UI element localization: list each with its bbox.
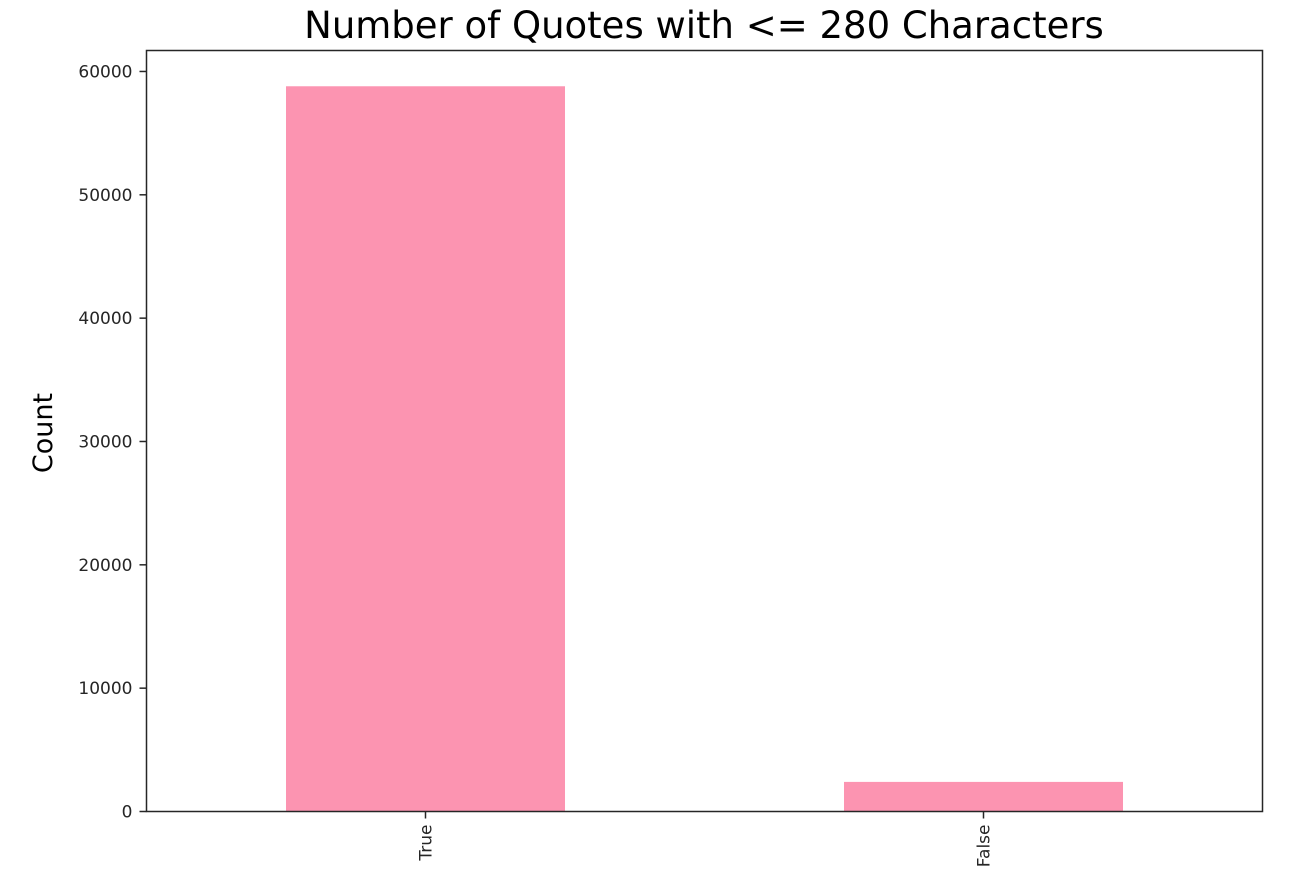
bar-true bbox=[286, 86, 565, 812]
x-axis-ticks: True False bbox=[417, 811, 995, 868]
bars-layer bbox=[286, 86, 1123, 812]
y-tick-label: 50000 bbox=[78, 186, 132, 206]
y-tick-label: 30000 bbox=[78, 432, 132, 452]
bar-false bbox=[844, 781, 1123, 812]
y-tick-label: 20000 bbox=[78, 556, 132, 576]
y-axis-ticks: 0 10000 20000 30000 40000 50000 60000 bbox=[78, 62, 147, 823]
y-tick-label: 60000 bbox=[78, 62, 132, 82]
y-tick-label: 40000 bbox=[78, 309, 132, 329]
y-tick-label: 10000 bbox=[78, 679, 132, 699]
x-tick-label: False bbox=[975, 825, 995, 868]
plot-frame bbox=[145, 49, 1264, 813]
y-axis-label: Count bbox=[28, 393, 59, 473]
y-tick-label: 0 bbox=[122, 803, 133, 823]
x-tick-label: True bbox=[417, 825, 437, 862]
chart-title: Number of Quotes with <= 280 Characters bbox=[304, 4, 1104, 47]
